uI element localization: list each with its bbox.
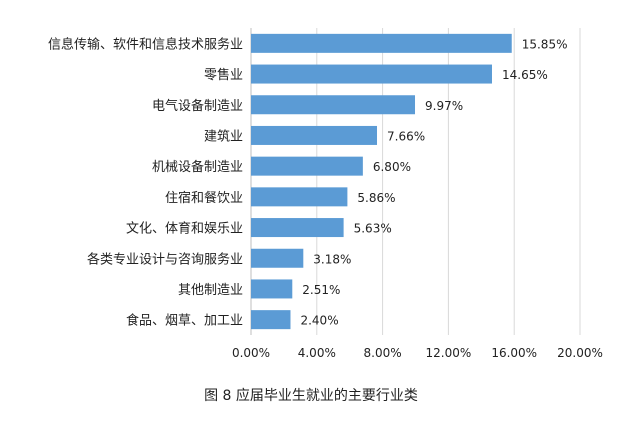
data-label: 9.97% [425, 99, 463, 113]
data-label: 2.51% [302, 283, 340, 297]
bar [251, 310, 291, 330]
category-label: 食品、烟草、加工业 [126, 313, 243, 329]
data-label: 3.18% [313, 252, 351, 266]
chart-title: 图 8 应届毕业生就业的主要行业类 [204, 387, 418, 404]
bars [251, 33, 512, 330]
bar [251, 248, 304, 268]
x-tick-label: 8.00% [364, 346, 402, 360]
bar [251, 64, 492, 84]
value-labels: 15.85% 14.65% 9.97% 7.66% 6.80% 5.86% 5.63% 3.1… [300, 37, 567, 327]
category-label: 文化、体育和娱乐业 [126, 221, 243, 237]
category-labels: 信息传输、软件和信息技术服务业零售业电气设备制造业建筑业机械设备制造业住宿和餐饮… [48, 36, 243, 328]
x-tick-label: 12.00% [426, 346, 472, 360]
data-label: 6.80% [373, 160, 411, 174]
x-tick-label: 0.00% [232, 346, 270, 360]
category-label: 各类专业设计与咨询服务业 [87, 251, 243, 267]
data-label: 2.40% [300, 314, 338, 328]
bar [251, 125, 378, 145]
category-label: 住宿和餐饮业 [165, 190, 243, 206]
x-tick-label: 4.00% [298, 346, 336, 360]
bar [251, 156, 363, 176]
data-label: 5.63% [354, 222, 392, 236]
bar [251, 95, 416, 115]
category-label: 零售业 [204, 67, 243, 83]
x-tick-label: 16.00% [491, 346, 537, 360]
bar [251, 218, 344, 238]
bar [251, 279, 293, 299]
x-tick-label: 20.00% [557, 346, 603, 360]
data-label: 5.86% [357, 191, 395, 205]
data-label: 15.85% [522, 37, 568, 51]
bar [251, 187, 348, 207]
data-label: 7.66% [387, 129, 425, 143]
category-label: 机械设备制造业 [152, 159, 243, 175]
bar [251, 33, 512, 53]
x-tick-labels: 0.00% 4.00% 8.00% 12.00% 16.00% 20.00% [232, 346, 603, 360]
data-label: 14.65% [502, 68, 548, 82]
category-label: 建筑业 [204, 128, 243, 144]
category-label: 其他制造业 [178, 283, 243, 298]
category-label: 电气设备制造业 [152, 98, 243, 114]
category-label: 信息传输、软件和信息技术服务业 [48, 36, 243, 52]
